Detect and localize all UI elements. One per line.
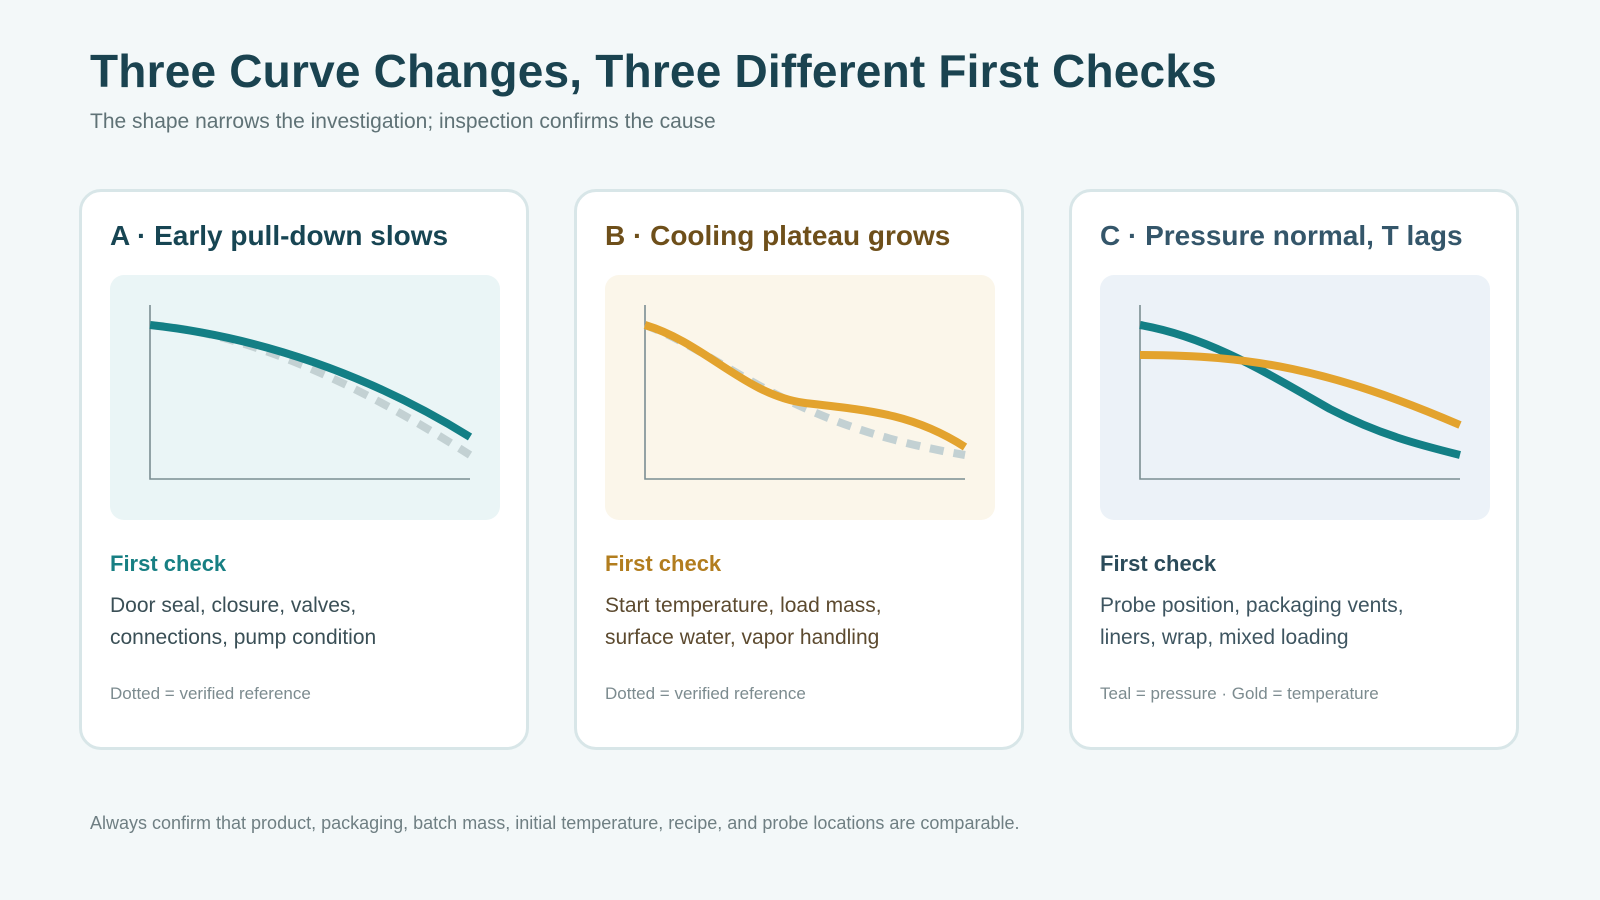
actual-curve (149, 321, 473, 441)
check-line: Start temperature, load mass, (605, 594, 882, 617)
axes (1139, 305, 1460, 480)
check-line: Door seal, closure, valves, (110, 594, 357, 617)
card-pressure-normal: C · Pressure normal, T lags First check … (1069, 189, 1519, 750)
axes (149, 305, 470, 480)
first-check-text: Start temperature, load mass, surface wa… (605, 590, 1005, 654)
page-title: Three Curve Changes, Three Different Fir… (90, 45, 1217, 97)
legend-note: Dotted = verified reference (605, 684, 806, 703)
check-line: connections, pump condition (110, 626, 377, 649)
card-title: C · Pressure normal, T lags (1100, 220, 1463, 251)
card-title: B · Cooling plateau grows (605, 220, 951, 251)
curve-diagram-b (605, 275, 995, 520)
first-check-label: First check (1100, 551, 1217, 576)
axes (644, 305, 965, 480)
legend-note: Dotted = verified reference (110, 684, 311, 703)
card-cooling-plateau: B · Cooling plateau grows First check St… (574, 189, 1024, 750)
check-line: Probe position, packaging vents, (1100, 594, 1404, 617)
check-line: surface water, vapor handling (605, 626, 880, 649)
first-check-text: Door seal, closure, valves, connections,… (110, 590, 510, 654)
page-subtitle: The shape narrows the investigation; ins… (90, 110, 716, 133)
curve-diagram-c (1100, 275, 1490, 520)
first-check-text: Probe position, packaging vents, liners,… (1100, 590, 1500, 654)
card-early-pull-down: A · Early pull-down slows First check Do… (79, 189, 529, 750)
temperature-curve (1139, 351, 1462, 429)
pressure-curve (1139, 321, 1461, 459)
first-check-label: First check (605, 551, 722, 576)
footer-note: Always confirm that product, packaging, … (90, 813, 1020, 833)
reference-curve (149, 321, 473, 459)
curve-diagram-a (110, 275, 500, 520)
actual-curve (643, 321, 968, 451)
first-check-label: First check (110, 551, 227, 576)
card-title: A · Early pull-down slows (110, 220, 449, 251)
check-line: liners, wrap, mixed loading (1100, 626, 1349, 649)
legend-note: Teal = pressure · Gold = temperature (1100, 684, 1379, 703)
